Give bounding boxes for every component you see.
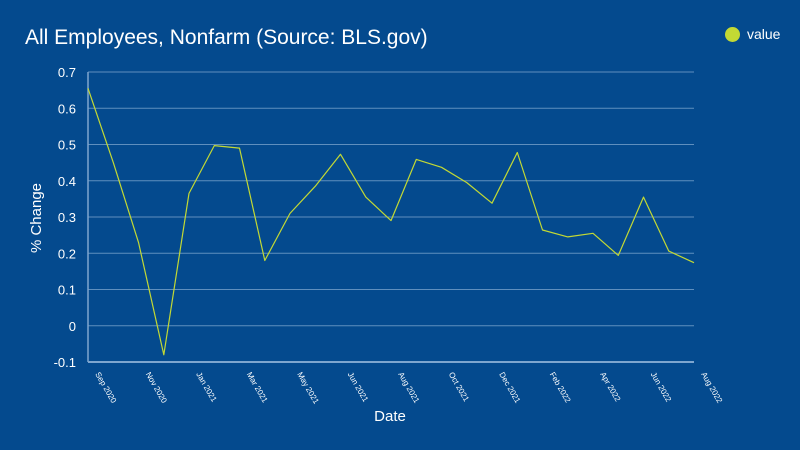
- y-tick-label: 0.5: [58, 138, 76, 153]
- y-tick-label: 0.6: [58, 101, 76, 116]
- data-point: [188, 192, 190, 194]
- data-point: [491, 202, 493, 204]
- data-point: [163, 354, 165, 356]
- data-point: [87, 87, 89, 89]
- x-tick-label: Sep 2020: [93, 371, 118, 406]
- y-tick-label: -0.1: [54, 355, 76, 370]
- x-tick-label: Aug 2021: [396, 371, 421, 406]
- data-point: [339, 153, 341, 155]
- data-point: [390, 219, 392, 221]
- data-point: [541, 229, 543, 231]
- data-point: [238, 147, 240, 149]
- y-tick-label: 0.4: [58, 174, 76, 189]
- gridlines: [88, 71, 694, 327]
- y-tick-label: 0: [69, 319, 76, 334]
- data-point: [289, 212, 291, 214]
- x-tick-label: Jun 2022: [649, 371, 674, 404]
- data-point: [314, 185, 316, 187]
- data-point: [693, 261, 695, 263]
- y-tick-label: 0.3: [58, 210, 76, 225]
- x-tick-label: Nov 2020: [144, 371, 169, 406]
- data-point: [112, 161, 114, 163]
- axes: [87, 72, 694, 363]
- x-tick-label: Dec 2021: [497, 371, 522, 406]
- y-tick-label: 0.2: [58, 246, 76, 261]
- chart-title: All Employees, Nonfarm (Source: BLS.gov): [25, 26, 428, 49]
- y-tick-labels: -0.1 0 0.1 0.2 0.3 0.4 0.5 0.6 0.7: [54, 65, 76, 370]
- data-point: [137, 241, 139, 243]
- y-axis-title: % Change: [28, 183, 45, 253]
- x-tick-label: Mar 2021: [245, 371, 270, 405]
- data-point: [617, 254, 619, 256]
- x-tick-label: May 2021: [295, 371, 321, 406]
- x-tick-label: Aug 2022: [699, 371, 724, 406]
- data-point: [642, 196, 644, 198]
- legend[interactable]: value: [725, 26, 780, 42]
- legend-label-value: value: [747, 26, 781, 42]
- x-tick-label: Apr 2022: [598, 371, 622, 404]
- x-tick-label: Jun 2021: [346, 371, 371, 404]
- data-point: [264, 259, 266, 261]
- x-axis-title: Date: [374, 408, 406, 425]
- data-point: [415, 158, 417, 160]
- x-tick-label: Jan 2021: [194, 371, 219, 404]
- series-layer: [87, 87, 695, 356]
- legend-swatch-value: [725, 26, 740, 42]
- x-tick-labels: Sep 2020 Nov 2020 Jan 2021 Mar 2021 May 2021…: [93, 371, 724, 406]
- data-point: [365, 196, 367, 198]
- x-tick-label: Feb 2022: [548, 371, 573, 405]
- y-tick-label: 0.7: [58, 65, 76, 80]
- data-point: [516, 151, 518, 153]
- data-point: [668, 250, 670, 252]
- data-point: [440, 166, 442, 168]
- y-tick-label: 0.1: [58, 283, 76, 298]
- data-point: [213, 144, 215, 146]
- x-tick-label: Oct 2021: [447, 371, 471, 404]
- data-point: [567, 236, 569, 238]
- data-point: [466, 181, 468, 183]
- series-line-value: [87, 88, 695, 356]
- data-point: [592, 232, 594, 234]
